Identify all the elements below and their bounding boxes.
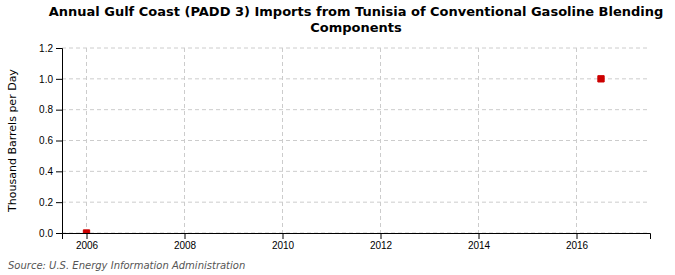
- tick-mark: [479, 233, 480, 239]
- tick-mark: [283, 233, 284, 239]
- grid-line: [62, 48, 650, 49]
- tick-mark: [56, 48, 62, 49]
- tick-label: 1.0: [39, 74, 53, 85]
- source: Source: U.S. Energy Information Administ…: [8, 260, 245, 271]
- tick-mark: [381, 233, 382, 239]
- grid-line: [62, 140, 650, 141]
- tick: 1.2: [39, 43, 62, 54]
- tick: 2016: [566, 233, 589, 251]
- tick-label: 0.8: [39, 104, 53, 115]
- points: [83, 76, 604, 233]
- tick: 0.6: [39, 135, 62, 146]
- point: [598, 76, 604, 82]
- tick: 2006: [76, 233, 99, 251]
- tick-mark: [56, 171, 62, 172]
- tick-label: 2006: [76, 240, 99, 251]
- tick-mark: [577, 233, 578, 239]
- tick: 2014: [468, 233, 491, 251]
- point: [83, 230, 89, 233]
- tick-mark: [56, 79, 62, 80]
- tick: 2010: [272, 233, 295, 251]
- x-axis: 2006 2008 2010 2012 2014 2016: [63, 233, 651, 251]
- tick-mark: [56, 233, 62, 234]
- tick: 2008: [174, 233, 197, 251]
- tick: 0.4: [39, 166, 62, 177]
- tick-label: 2016: [566, 240, 589, 251]
- y-axis: 0.0 0.2 0.4 0.6 0.8 1.0 1.2: [39, 43, 62, 239]
- tick-label: 2012: [370, 240, 393, 251]
- tick-mark: [87, 233, 88, 239]
- tick: 0.0: [39, 228, 62, 239]
- plot: 2006 2008 2010 2012 2014 2016 0.0 0.2 0.4 0.6 0.8 1…: [39, 43, 650, 251]
- tick-label: 0.6: [39, 135, 53, 146]
- grid-line: [62, 171, 650, 172]
- grid: [62, 48, 650, 233]
- tick-mark: [56, 202, 62, 203]
- chart: 2006 2008 2010 2012 2014 2016 0.0 0.2 0.4 0.6 0.8 1…: [0, 0, 675, 275]
- grid-line: [62, 109, 650, 110]
- tick-label: 1.2: [39, 43, 53, 54]
- tick-mark: [56, 141, 62, 142]
- tick: 0.8: [39, 104, 62, 115]
- tick-label: 0.0: [39, 228, 53, 239]
- tick: 2012: [370, 233, 393, 251]
- y-axis-title: Thousand Barrels per Day: [6, 69, 19, 213]
- axis-line: [63, 234, 651, 240]
- tick: 0.2: [39, 197, 62, 208]
- tick-mark: [56, 110, 62, 111]
- tick-label: 2010: [272, 240, 295, 251]
- tick-label: 0.4: [39, 166, 53, 177]
- tick: 1.0: [39, 74, 62, 85]
- tick-label: 0.2: [39, 197, 53, 208]
- grid-line: [62, 78, 650, 79]
- grid-line: [62, 202, 650, 203]
- axis-line: [56, 49, 63, 234]
- tick-mark: [185, 233, 186, 239]
- tick-label: 2008: [174, 240, 197, 251]
- tick-label: 2014: [468, 240, 491, 251]
- title: Annual Gulf Coast (PADD 3) Imports from …: [49, 4, 664, 35]
